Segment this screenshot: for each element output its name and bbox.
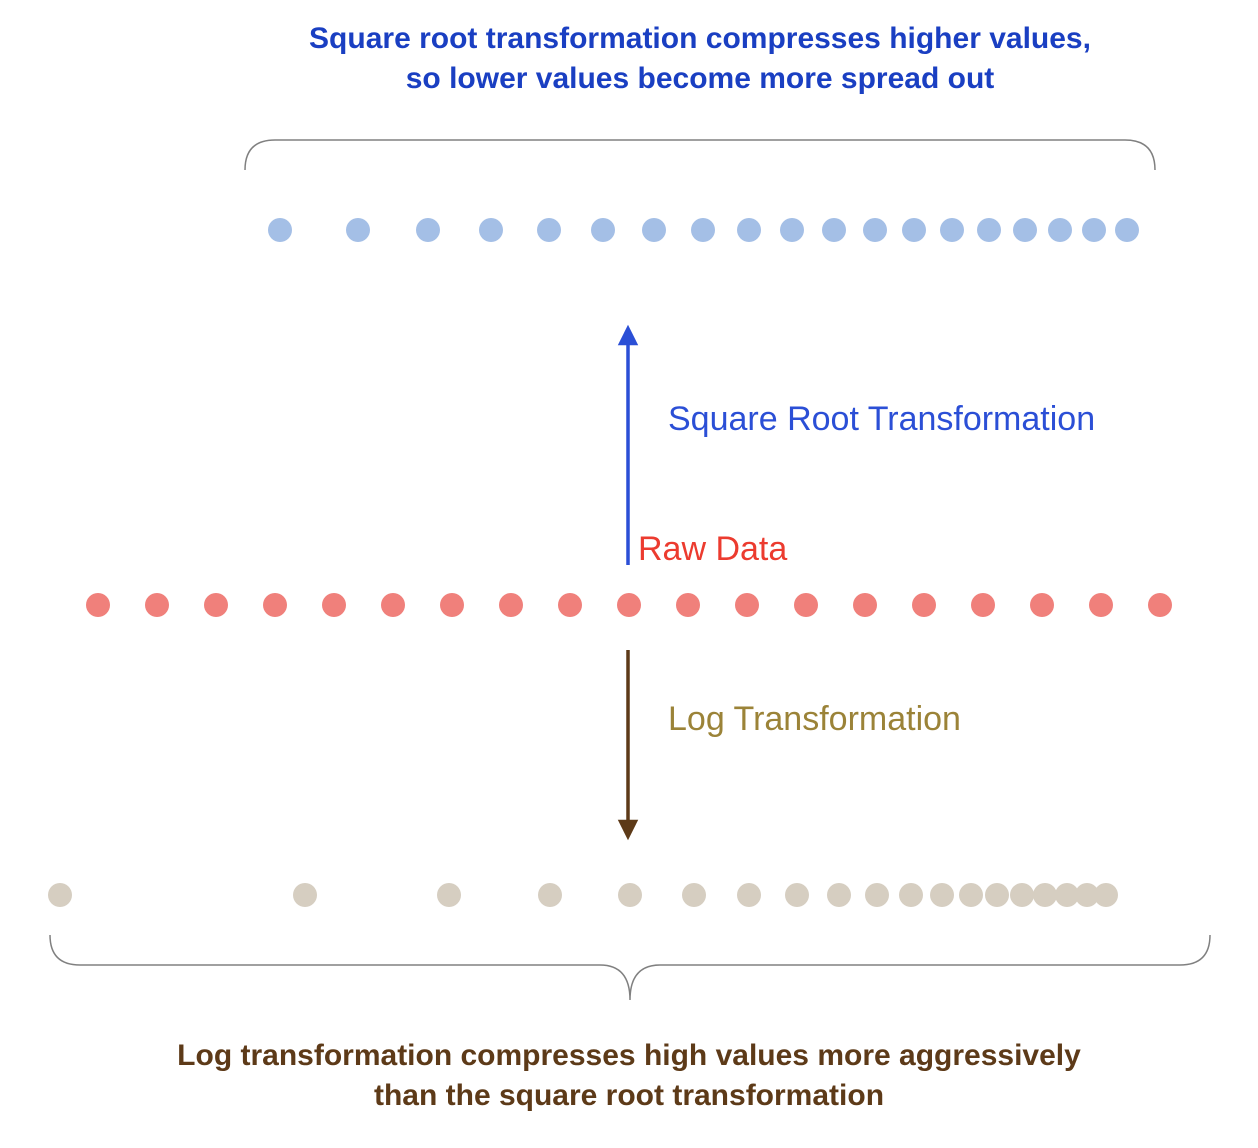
log-dot	[865, 883, 889, 907]
raw-dot	[676, 593, 700, 617]
sqrt-dot	[346, 218, 370, 242]
sqrt-dot	[591, 218, 615, 242]
raw-dot	[263, 593, 287, 617]
sqrt-dot	[479, 218, 503, 242]
log-arrow-label: Log Transformation	[668, 700, 961, 738]
raw-dot	[86, 593, 110, 617]
sqrt-dot	[1048, 218, 1072, 242]
sqrt-dot	[863, 218, 887, 242]
sqrt-dot	[1115, 218, 1139, 242]
log-dot	[48, 883, 72, 907]
raw-dot	[912, 593, 936, 617]
raw-dot	[558, 593, 582, 617]
log-dot	[1094, 883, 1118, 907]
sqrt-dot	[1013, 218, 1037, 242]
sqrt_caption-line2: so lower values become more spread out	[406, 62, 995, 95]
sqrt-dot	[268, 218, 292, 242]
sqrt-dot	[642, 218, 666, 242]
log-dot	[538, 883, 562, 907]
sqrt-arrow-label: Square Root Transformation	[668, 400, 1095, 438]
raw-dot	[617, 593, 641, 617]
raw-dot	[440, 593, 464, 617]
log_caption-line1: Log transformation compresses high value…	[177, 1039, 1081, 1072]
log-dot	[682, 883, 706, 907]
log-dot	[1033, 883, 1057, 907]
raw-dot	[794, 593, 818, 617]
sqrt-dot	[977, 218, 1001, 242]
log-dot	[930, 883, 954, 907]
raw-dot	[381, 593, 405, 617]
log-dot	[293, 883, 317, 907]
sqrt-dot	[940, 218, 964, 242]
raw-dot	[735, 593, 759, 617]
raw-dot	[499, 593, 523, 617]
log-dot	[737, 883, 761, 907]
sqrt-dot	[416, 218, 440, 242]
sqrt-dot	[691, 218, 715, 242]
sqrt-dot	[537, 218, 561, 242]
log-dot	[899, 883, 923, 907]
log-dot	[959, 883, 983, 907]
log-dot	[985, 883, 1009, 907]
raw-dot	[1030, 593, 1054, 617]
raw-data-label: Raw Data	[638, 530, 787, 568]
raw-dot	[322, 593, 346, 617]
log-dot	[1010, 883, 1034, 907]
raw-dot	[971, 593, 995, 617]
sqrt-dot	[822, 218, 846, 242]
sqrt_caption-line1: Square root transformation compresses hi…	[309, 22, 1091, 55]
log-dot	[785, 883, 809, 907]
brace-top	[245, 140, 1155, 170]
raw-dot	[204, 593, 228, 617]
log-dot	[437, 883, 461, 907]
raw-dot	[853, 593, 877, 617]
log-dot	[618, 883, 642, 907]
sqrt-dot	[1082, 218, 1106, 242]
sqrt-dot	[902, 218, 926, 242]
raw-dot	[1148, 593, 1172, 617]
sqrt-dot	[737, 218, 761, 242]
log_caption-line2: than the square root transformation	[374, 1079, 884, 1112]
sqrt-dot	[780, 218, 804, 242]
log-dot	[827, 883, 851, 907]
brace-bottom	[50, 935, 1210, 1000]
raw-dot	[145, 593, 169, 617]
raw-dot	[1089, 593, 1113, 617]
